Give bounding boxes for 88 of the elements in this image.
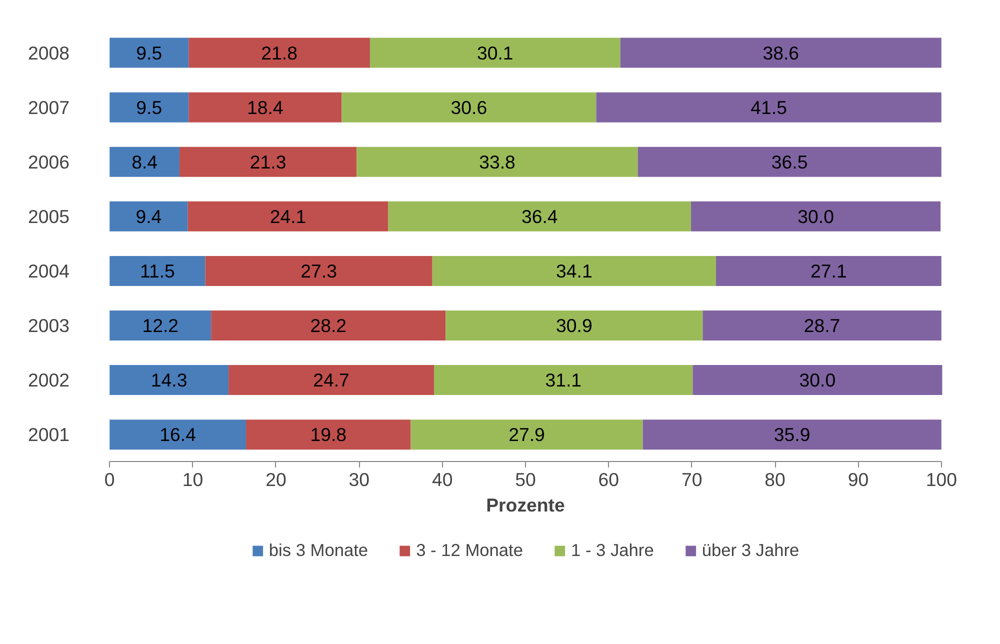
bar bbox=[188, 92, 342, 122]
data-label: 28.7 bbox=[804, 315, 840, 336]
bar bbox=[110, 146, 180, 177]
data-label: 9.4 bbox=[136, 206, 162, 227]
data-label: 30.6 bbox=[450, 96, 488, 118]
bar bbox=[211, 310, 446, 340]
data-label: 27.9 bbox=[508, 424, 545, 446]
bar bbox=[388, 201, 692, 232]
data-label: 19.8 bbox=[310, 424, 347, 446]
data-label: 36.4 bbox=[521, 206, 558, 227]
bar bbox=[356, 146, 638, 177]
bar bbox=[434, 365, 693, 396]
x-tick-label: 30 bbox=[348, 468, 370, 490]
data-label: 34.1 bbox=[556, 260, 592, 282]
bar bbox=[620, 38, 942, 68]
y-tick-label: 2006 bbox=[28, 151, 70, 172]
data-label: 27.3 bbox=[300, 260, 337, 282]
data-label: 28.2 bbox=[310, 315, 347, 336]
data-label: 35.9 bbox=[774, 424, 810, 446]
bar bbox=[228, 365, 434, 396]
bar bbox=[110, 38, 189, 68]
bar bbox=[110, 92, 189, 122]
x-tick-label: 0 bbox=[104, 468, 115, 490]
data-label: 33.8 bbox=[479, 151, 516, 172]
data-label: 16.4 bbox=[160, 424, 196, 446]
bar bbox=[110, 256, 206, 286]
data-label: 24.1 bbox=[270, 206, 306, 227]
x-tick-label: 100 bbox=[926, 468, 957, 490]
data-label: 14.3 bbox=[150, 370, 188, 391]
bar bbox=[642, 420, 942, 450]
data-label: 30.0 bbox=[798, 206, 834, 227]
bar bbox=[691, 201, 941, 232]
data-label: 18.4 bbox=[247, 96, 284, 118]
bar bbox=[596, 92, 942, 122]
data-label: 9.5 bbox=[136, 96, 162, 118]
y-tick-label: 2003 bbox=[28, 315, 70, 336]
x-tick-label: 90 bbox=[848, 468, 869, 490]
data-label: 12.2 bbox=[142, 315, 179, 336]
bar bbox=[110, 365, 229, 396]
y-tick-label: 2004 bbox=[28, 260, 70, 282]
y-tick-label: 2005 bbox=[28, 206, 70, 227]
x-tick-label: 20 bbox=[266, 468, 286, 490]
data-label: 30.1 bbox=[476, 42, 514, 64]
data-label: 24.7 bbox=[313, 370, 350, 391]
x-tick-label: 60 bbox=[598, 468, 620, 490]
data-label: 41.5 bbox=[750, 96, 787, 118]
bar bbox=[110, 420, 246, 450]
bar bbox=[370, 38, 620, 68]
data-label: 27.1 bbox=[810, 260, 847, 282]
legend-label: über 3 Jahre bbox=[702, 540, 800, 561]
x-axis-title: Prozente bbox=[486, 494, 565, 516]
y-tick-label: 2007 bbox=[28, 96, 70, 118]
data-label: 21.3 bbox=[250, 151, 286, 172]
bar bbox=[188, 38, 370, 68]
data-label: 9.5 bbox=[136, 42, 162, 64]
bar bbox=[342, 92, 596, 122]
bar bbox=[716, 256, 942, 286]
bar bbox=[638, 146, 942, 177]
bar bbox=[446, 310, 703, 340]
bar bbox=[110, 201, 188, 232]
data-label: 30.9 bbox=[556, 315, 592, 336]
bar bbox=[410, 420, 643, 450]
legend-label: 1 - 3 Jahre bbox=[571, 540, 654, 561]
legend-label: 3 - 12 Monate bbox=[416, 540, 523, 561]
x-tick-label: 40 bbox=[432, 468, 453, 490]
bar bbox=[205, 256, 432, 286]
bar bbox=[432, 256, 716, 286]
x-tick-label: 50 bbox=[515, 468, 536, 490]
data-label: 36.5 bbox=[771, 151, 808, 172]
data-label: 31.1 bbox=[545, 370, 582, 391]
bar bbox=[179, 146, 357, 177]
data-label: 30.0 bbox=[799, 370, 836, 391]
bar bbox=[692, 365, 942, 396]
data-label: 11.5 bbox=[140, 260, 175, 282]
data-label: 21.8 bbox=[261, 42, 298, 64]
data-label: 8.4 bbox=[132, 151, 158, 172]
legend-label: bis 3 Monate bbox=[268, 540, 368, 561]
y-tick-label: 2002 bbox=[28, 370, 70, 391]
x-tick-label: 10 bbox=[182, 468, 204, 490]
data-label: 38.6 bbox=[762, 42, 800, 64]
x-tick-label: 70 bbox=[681, 468, 702, 490]
x-tick-label: 80 bbox=[764, 468, 786, 490]
y-tick-label: 2008 bbox=[28, 42, 70, 64]
bar bbox=[188, 201, 388, 232]
bar bbox=[246, 420, 411, 450]
bar bbox=[110, 310, 212, 340]
bar bbox=[702, 310, 942, 340]
y-tick-label: 2001 bbox=[28, 424, 70, 446]
